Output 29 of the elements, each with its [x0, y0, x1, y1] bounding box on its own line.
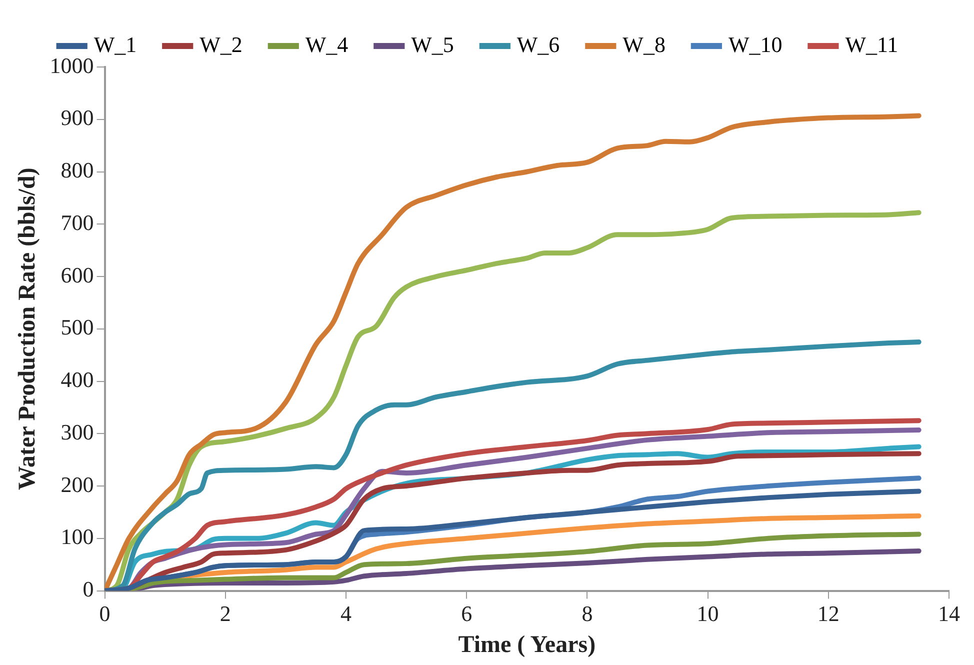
- y-tick-label: 200: [60, 472, 94, 497]
- x-tick-label: 14: [938, 600, 960, 626]
- y-tick-label: 900: [60, 105, 94, 130]
- y-tick-label: 100: [60, 524, 94, 550]
- y-tick-label: 700: [60, 210, 94, 235]
- legend-label: W_11: [845, 32, 898, 57]
- legend-label: W_4: [305, 32, 348, 57]
- y-tick-label: 500: [60, 314, 94, 340]
- legend-label: W_8: [622, 32, 666, 57]
- y-tick-label: 600: [60, 262, 94, 288]
- legend-label: W_2: [200, 32, 242, 57]
- x-tick-label: 4: [340, 600, 352, 626]
- legend-label: W_10: [728, 32, 782, 57]
- y-axis-title: Water Production Rate (bbls/d): [14, 168, 41, 490]
- x-tick-label: 10: [696, 600, 719, 626]
- x-tick-label: 0: [99, 600, 110, 626]
- y-tick-label: 1000: [50, 52, 94, 78]
- x-tick-label: 6: [461, 600, 472, 626]
- x-tick-label: 2: [220, 600, 231, 626]
- y-tick-label: 800: [60, 158, 94, 183]
- legend-label: W_5: [411, 32, 454, 57]
- y-tick-label: 400: [60, 367, 94, 392]
- legend-label: W_1: [94, 32, 137, 57]
- y-tick-label: 0: [82, 576, 94, 602]
- x-tick-label: 12: [817, 600, 840, 626]
- legend-label: W_6: [516, 32, 560, 57]
- x-tick-label: 8: [582, 600, 593, 626]
- y-tick-label: 300: [60, 419, 94, 444]
- x-axis-title: Time ( Years): [458, 632, 596, 658]
